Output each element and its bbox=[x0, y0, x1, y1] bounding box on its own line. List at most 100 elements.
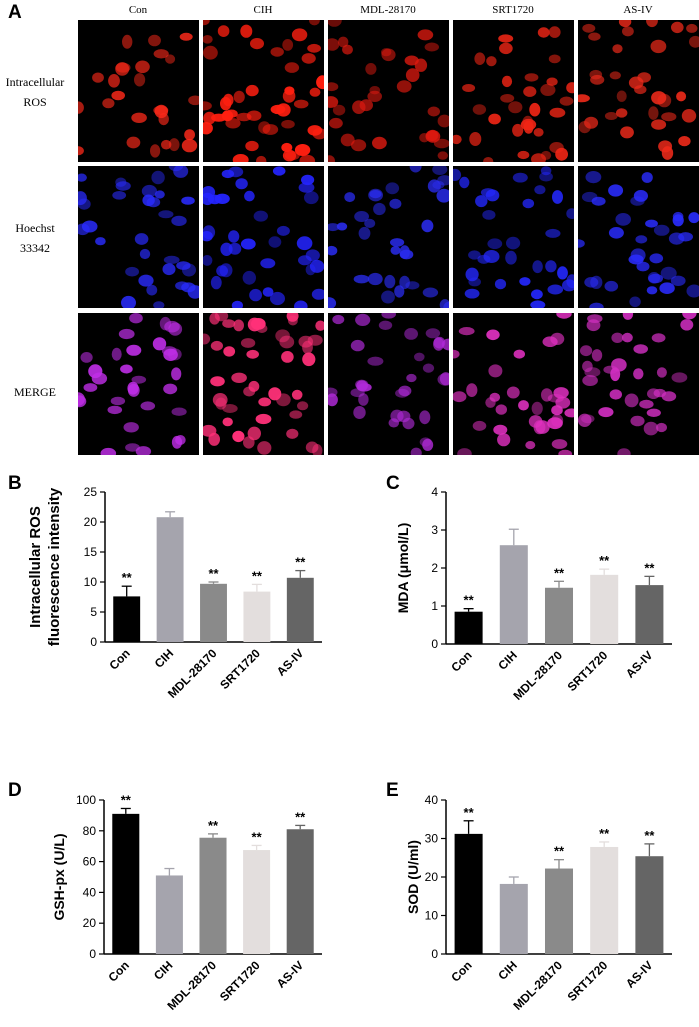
cell-nucleus bbox=[372, 136, 387, 150]
cell-nucleus bbox=[115, 181, 131, 191]
panel-letter-c: C bbox=[386, 473, 400, 494]
cell-nucleus bbox=[591, 349, 603, 362]
cell-nucleus bbox=[258, 121, 271, 134]
chart-d-y-tick-label: 80 bbox=[83, 824, 97, 838]
cell-nucleus bbox=[585, 171, 602, 184]
cell-nucleus bbox=[328, 96, 339, 108]
cell-nucleus bbox=[272, 166, 286, 176]
cell-nucleus bbox=[542, 336, 558, 347]
micrograph-image bbox=[328, 20, 449, 162]
cell-nucleus bbox=[624, 393, 639, 408]
cell-nucleus bbox=[338, 36, 349, 48]
cell-nucleus bbox=[499, 42, 513, 55]
cell-nucleus bbox=[680, 319, 694, 331]
cell-nucleus bbox=[301, 53, 316, 64]
cell-nucleus bbox=[249, 288, 262, 302]
cell-nucleus bbox=[468, 250, 481, 260]
cell-nucleus bbox=[404, 55, 419, 66]
cell-nucleus bbox=[168, 138, 180, 152]
chart-b-bar bbox=[156, 517, 184, 642]
cell-nucleus bbox=[390, 409, 404, 423]
cell-nucleus bbox=[653, 224, 670, 236]
cell-nucleus bbox=[176, 261, 191, 270]
cell-nucleus bbox=[367, 272, 383, 286]
cell-nucleus bbox=[286, 313, 299, 322]
micrograph-image bbox=[453, 313, 574, 455]
cell-nucleus bbox=[495, 404, 507, 415]
micrograph-hoechst-mdl-28170 bbox=[328, 166, 449, 308]
cell-nucleus bbox=[489, 392, 501, 402]
cell-nucleus bbox=[358, 393, 369, 406]
micrograph-hoechst-con bbox=[78, 166, 199, 308]
cell-nucleus bbox=[168, 166, 184, 172]
cell-nucleus bbox=[107, 405, 123, 415]
cell-nucleus bbox=[656, 422, 667, 433]
chart-e-significance-label: ** bbox=[554, 844, 565, 859]
cell-nucleus bbox=[209, 313, 220, 325]
cell-nucleus bbox=[608, 227, 624, 239]
cell-nucleus bbox=[488, 364, 503, 378]
cell-nucleus bbox=[367, 90, 382, 102]
cell-nucleus bbox=[424, 42, 439, 52]
cell-nucleus bbox=[221, 110, 234, 122]
chart-c-y-axis-label: MDA (μmol/L) bbox=[395, 523, 411, 613]
cell-nucleus bbox=[402, 417, 415, 430]
chart-b-bar bbox=[286, 577, 314, 642]
chart-d-y-tick-label: 100 bbox=[76, 793, 96, 807]
chart-e-significance-label: ** bbox=[644, 828, 655, 843]
cell-nucleus bbox=[427, 129, 439, 142]
cell-nucleus bbox=[142, 194, 155, 207]
cell-nucleus bbox=[532, 260, 543, 274]
chart-e-significance-label: ** bbox=[599, 826, 610, 841]
cell-nucleus bbox=[530, 300, 546, 308]
cell-nucleus bbox=[179, 32, 193, 41]
cell-nucleus bbox=[111, 347, 122, 361]
cell-nucleus bbox=[354, 211, 369, 222]
cell-nucleus bbox=[146, 284, 158, 296]
row-label-line: 33342 bbox=[20, 241, 50, 255]
cell-nucleus bbox=[611, 358, 627, 372]
micrograph-image bbox=[328, 313, 449, 455]
cell-nucleus bbox=[534, 185, 546, 195]
cell-nucleus bbox=[203, 424, 217, 437]
cell-nucleus bbox=[210, 376, 225, 387]
cell-nucleus bbox=[298, 182, 315, 193]
cell-nucleus bbox=[245, 140, 259, 152]
cell-nucleus bbox=[232, 154, 249, 162]
cell-nucleus bbox=[609, 389, 622, 400]
cell-nucleus bbox=[639, 399, 654, 409]
cell-nucleus bbox=[175, 435, 186, 445]
panel-letter-b: B bbox=[8, 473, 22, 494]
cell-nucleus bbox=[151, 170, 165, 185]
cell-nucleus bbox=[159, 316, 171, 331]
chart-b-significance-label: ** bbox=[295, 555, 306, 570]
row-label-intracellular-ros: Intracellular ROS bbox=[0, 72, 70, 112]
cell-nucleus bbox=[598, 407, 614, 418]
cell-nucleus bbox=[247, 426, 261, 441]
cell-nucleus bbox=[102, 98, 115, 109]
cell-nucleus bbox=[228, 230, 240, 243]
micrograph-image bbox=[578, 171, 699, 308]
cell-nucleus bbox=[493, 424, 508, 435]
cell-nucleus bbox=[268, 236, 282, 248]
cell-nucleus bbox=[242, 270, 256, 285]
cell-nucleus bbox=[332, 104, 346, 116]
cell-nucleus bbox=[399, 275, 410, 290]
cell-nucleus bbox=[636, 261, 650, 272]
cell-nucleus bbox=[641, 172, 653, 183]
cell-nucleus bbox=[437, 151, 448, 160]
cell-nucleus bbox=[161, 139, 172, 150]
chart-d-x-tick-label: Con bbox=[106, 958, 132, 984]
chart-b-significance-label: ** bbox=[208, 566, 219, 581]
cell-nucleus bbox=[78, 395, 87, 408]
cell-nucleus bbox=[531, 153, 546, 162]
cell-nucleus bbox=[528, 415, 543, 428]
cell-nucleus bbox=[289, 410, 303, 419]
cell-nucleus bbox=[617, 448, 631, 455]
cell-nucleus bbox=[385, 182, 400, 195]
row-label-hoechst-33342: Hoechst 33342 bbox=[0, 218, 70, 258]
chart-d-y-tick-label: 0 bbox=[89, 947, 96, 961]
cell-nucleus bbox=[245, 84, 259, 97]
cell-nucleus bbox=[505, 250, 517, 265]
